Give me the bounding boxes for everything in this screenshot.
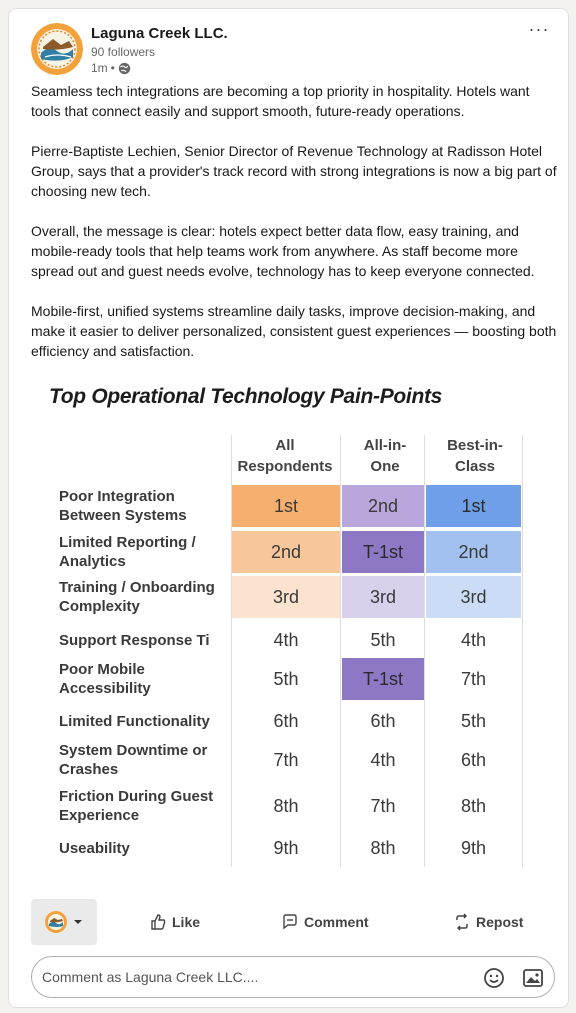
image-icon[interactable]	[521, 966, 545, 990]
rank-cell: 2nd	[342, 485, 424, 527]
row-label: Limited Functionality	[59, 712, 229, 731]
globe-icon	[118, 62, 131, 74]
post-meta: 1m •	[91, 61, 131, 75]
like-icon	[151, 914, 166, 930]
rank-cell: 3rd	[232, 576, 340, 618]
paragraph: Seamless tech integrations are becoming …	[31, 83, 530, 119]
rank-cell: 9th	[460, 837, 487, 858]
column-header-line: All	[275, 437, 295, 454]
rank-cell: 2nd	[426, 531, 521, 573]
column-divider	[231, 435, 232, 867]
row-label: Poor Mobile Accessibility	[59, 660, 229, 698]
rank-cell: 4th	[370, 749, 396, 770]
row-label-line: Accessibility	[59, 680, 151, 697]
reaction-selector[interactable]	[31, 899, 97, 945]
post-image[interactable]: Top Operational Technology Pain-Points A…	[39, 379, 549, 879]
post-card: Laguna Creek LLC. 90 followers 1m • ··· …	[8, 8, 569, 1008]
rank-cell: T-1st	[342, 658, 424, 700]
row-label-line: Useability	[59, 839, 130, 857]
figure-title: Top Operational Technology Pain-Points	[49, 385, 443, 408]
repost-button[interactable]: Repost	[453, 913, 523, 931]
rank-cell: 6th	[273, 710, 299, 731]
comment-button[interactable]: Comment	[281, 913, 369, 931]
rank-cell: 4th	[460, 629, 487, 650]
row-label: Limited Reporting / Analytics	[59, 533, 229, 571]
paragraph: Pierre-Baptiste Lechien, Senior Director…	[31, 143, 557, 199]
follower-count: 90 followers	[91, 45, 156, 59]
column-header-line: All-in-	[363, 437, 407, 454]
rank-cell: 2nd	[232, 531, 340, 573]
row-label-line: Limited Functionality	[59, 712, 210, 730]
rank-cell: 3rd	[342, 576, 424, 618]
column-header-line: One	[370, 458, 400, 475]
rank-cell: 6th	[460, 749, 487, 770]
row-label-line: Friction During Guest	[59, 788, 214, 805]
company-name[interactable]: Laguna Creek LLC.	[91, 25, 228, 42]
row-label: Useability	[59, 839, 229, 858]
paragraph: Mobile-first, unified systems streamline…	[31, 303, 557, 359]
rank-cell: 1st	[232, 485, 340, 527]
row-label: Friction During Guest Experience	[59, 787, 229, 825]
rank-cell: 8th	[370, 837, 396, 858]
rank-cell: 8th	[460, 795, 487, 816]
rank-cell: 5th	[370, 629, 396, 650]
column-divider	[424, 435, 425, 867]
row-label-line: Support Response Ti	[59, 631, 210, 649]
row-label: Training / Onboarding Complexity	[59, 578, 229, 616]
paragraph: Overall, the message is clear: hotels ex…	[31, 223, 535, 279]
row-label: Support Response Ti	[59, 631, 229, 650]
row-label: Poor Integration Between Systems	[59, 487, 229, 525]
column-divider	[340, 435, 341, 867]
row-label: System Downtime or Crashes	[59, 741, 229, 779]
row-label-line: Limited Reporting /	[59, 534, 196, 551]
company-logo[interactable]	[31, 23, 83, 75]
comment-icon	[283, 914, 297, 930]
chevron-down-icon	[74, 920, 82, 924]
rank-cell: 3rd	[426, 576, 521, 618]
repost-icon	[456, 913, 468, 931]
meta-dot: •	[110, 61, 115, 75]
column-header: All-in- One	[330, 435, 440, 477]
row-label-line: System Downtime or	[59, 742, 208, 759]
more-options-icon[interactable]: ···	[528, 19, 550, 39]
like-button[interactable]: Like	[149, 913, 200, 931]
comment-placeholder: Comment as Laguna Creek LLC....	[42, 969, 259, 985]
row-label-line: Crashes	[59, 761, 119, 778]
row-label-line: Experience	[59, 807, 140, 824]
rank-cell: 7th	[273, 749, 299, 770]
actor-avatar	[45, 911, 67, 933]
like-label: Like	[172, 914, 201, 930]
rank-cell: 7th	[460, 668, 487, 689]
rank-cell: 6th	[370, 710, 396, 731]
row-label-line: Between Systems	[59, 507, 187, 524]
row-label-line: Complexity	[59, 598, 140, 615]
column-header: Best-in- Class	[420, 435, 530, 477]
column-header: All Respondents	[230, 435, 340, 477]
repost-label: Repost	[476, 914, 524, 930]
column-header-line: Best-in-	[447, 437, 503, 454]
action-bar: Like Comment Repost	[31, 899, 551, 945]
emoji-icon[interactable]	[482, 966, 506, 990]
rank-cell: 7th	[370, 795, 396, 816]
column-divider	[522, 435, 523, 867]
row-label-line: Poor Integration	[59, 488, 175, 505]
rank-cell: 9th	[273, 837, 299, 858]
column-header-line: Respondents	[237, 458, 333, 475]
column-header-line: Class	[454, 458, 496, 475]
rank-cell: 4th	[273, 629, 299, 650]
comment-input[interactable]: Comment as Laguna Creek LLC....	[31, 956, 555, 998]
post-text: Seamless tech integrations are becoming …	[31, 81, 559, 381]
post-time: 1m	[91, 61, 108, 75]
post-header: Laguna Creek LLC. 90 followers 1m • ···	[31, 19, 551, 85]
row-label-line: Training / Onboarding	[59, 579, 215, 596]
rank-cell: 1st	[426, 485, 521, 527]
comment-label: Comment	[304, 914, 369, 930]
rank-cell: T-1st	[342, 531, 424, 573]
rank-cell: 8th	[273, 795, 299, 816]
rank-cell: 5th	[460, 710, 487, 731]
row-label-line: Poor Mobile	[59, 661, 145, 678]
row-label-line: Analytics	[59, 553, 126, 570]
rank-cell: 5th	[273, 668, 299, 689]
